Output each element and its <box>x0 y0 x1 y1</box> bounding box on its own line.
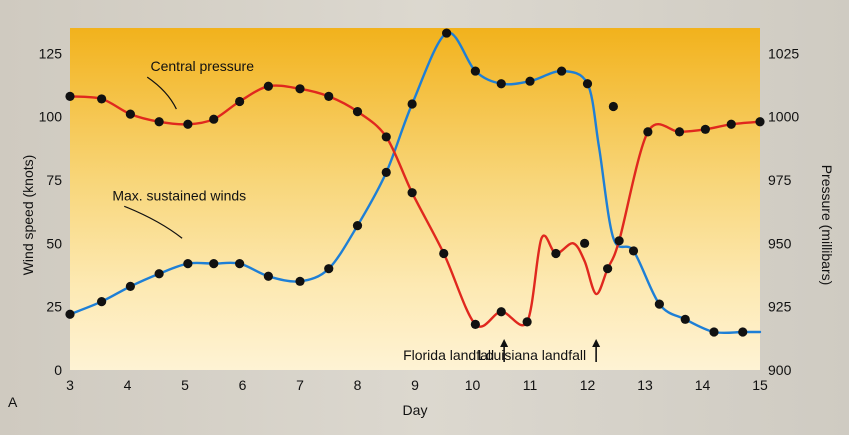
landfall-label: Florida landfall <box>403 347 494 363</box>
max-sustained-winds-point <box>738 327 748 337</box>
y-right-tick-label: 900 <box>768 362 792 378</box>
x-tick-label: 15 <box>752 377 768 393</box>
y-right-tick-label: 975 <box>768 172 792 188</box>
max-sustained-winds-point <box>470 66 480 76</box>
central-pressure-point <box>154 117 164 127</box>
central-pressure-point <box>580 238 590 248</box>
central-pressure-point <box>700 124 710 134</box>
y-right-tick-label: 1025 <box>768 45 799 61</box>
max-sustained-winds-point <box>352 221 363 231</box>
x-axis-title: Day <box>403 402 428 418</box>
central-pressure-point <box>755 117 765 127</box>
max-sustained-winds-point <box>557 66 567 76</box>
leader-line <box>146 76 177 110</box>
panel-label: A <box>8 394 18 410</box>
y-left-tick-label: 25 <box>46 299 62 315</box>
y-axis-right-title: Pressure (millibars) <box>819 165 835 286</box>
max-sustained-winds-point <box>209 259 219 269</box>
series-label-annotation: Central pressure <box>146 58 255 110</box>
x-tick-label: 9 <box>411 377 419 393</box>
x-tick-label: 8 <box>354 377 362 393</box>
max-sustained-winds-point <box>295 276 305 286</box>
max-sustained-winds-point <box>97 297 107 307</box>
max-sustained-winds-point <box>525 76 535 86</box>
max-sustained-winds-point <box>381 167 391 177</box>
central-pressure-point <box>603 264 613 274</box>
max-sustained-winds-point <box>442 28 452 38</box>
y-left-tick-label: 100 <box>39 109 63 125</box>
arrow-head-icon <box>592 339 601 347</box>
central-pressure-point <box>183 119 193 129</box>
series-layer <box>65 28 765 337</box>
central-pressure-point <box>65 91 75 101</box>
arrow-head-icon <box>500 339 509 347</box>
landfall-label: Louisiana landfall <box>478 347 586 363</box>
central-pressure-point <box>674 127 685 137</box>
x-tick-label: 12 <box>580 377 596 393</box>
y-left-tick-label: 0 <box>54 362 62 378</box>
x-tick-label: 7 <box>296 377 304 393</box>
max-sustained-winds-point <box>582 79 593 89</box>
max-sustained-winds-point <box>608 101 618 112</box>
x-tick-label: 6 <box>239 377 247 393</box>
max-sustained-winds-point <box>154 269 164 279</box>
central-pressure-point <box>551 248 561 259</box>
series-label-annotation: Max. sustained winds <box>112 187 246 239</box>
central-pressure-point <box>263 81 273 91</box>
max-sustained-winds-point <box>183 259 193 269</box>
max-sustained-winds-point <box>496 79 506 89</box>
central-pressure-point <box>352 107 363 117</box>
central-pressure-point <box>726 119 736 129</box>
max-sustained-winds-point <box>680 314 690 324</box>
series-label: Max. sustained winds <box>112 187 246 203</box>
central-pressure-point <box>496 307 506 317</box>
max-sustained-winds-point <box>628 246 639 256</box>
central-pressure-point <box>209 114 219 124</box>
y-axis-left-title: Wind speed (knots) <box>20 155 36 276</box>
landfall-annotation: Florida landfall <box>403 339 509 363</box>
leader-line <box>124 205 183 239</box>
y-right-tick-label: 950 <box>768 235 792 251</box>
central-pressure-point <box>295 84 305 94</box>
central-pressure-point <box>97 94 107 104</box>
x-tick-label: 14 <box>695 377 711 393</box>
central-pressure-point <box>614 236 624 246</box>
axes-layer: 0 25 50 75 100 125 900 925 950 975 1000 1025 3 4 5 6 7 8 9… <box>39 45 800 393</box>
annotation-layer: Central pressure Max. sustained winds Flor… <box>112 58 601 363</box>
max-sustained-winds-point <box>235 259 245 269</box>
x-tick-label: 3 <box>66 377 74 393</box>
max-sustained-winds-point <box>324 264 334 274</box>
x-tick-label: 11 <box>523 377 538 393</box>
central-pressure-point <box>439 248 449 259</box>
max-sustained-winds-point <box>263 271 273 281</box>
y-right-tick-label: 1000 <box>768 109 799 125</box>
max-sustained-winds-point <box>654 299 664 309</box>
landfall-annotation: Louisiana landfall <box>478 339 601 363</box>
max-sustained-winds-point <box>125 281 135 291</box>
central-pressure-point <box>324 91 334 101</box>
max-sustained-winds-point <box>65 309 75 319</box>
central-pressure-point <box>470 319 480 329</box>
max-sustained-winds-point <box>709 327 719 337</box>
max-sustained-winds-point <box>407 99 417 109</box>
y-left-tick-label: 50 <box>46 235 62 251</box>
x-tick-label: 4 <box>124 377 132 393</box>
y-left-tick-label: 125 <box>39 45 63 61</box>
central-pressure-point <box>125 109 135 119</box>
y-left-tick-label: 75 <box>46 172 62 188</box>
x-tick-label: 5 <box>181 377 189 393</box>
central-pressure-point <box>407 188 417 198</box>
y-right-tick-label: 925 <box>768 299 792 315</box>
central-pressure-point <box>643 127 653 137</box>
central-pressure-point <box>235 96 245 107</box>
central-pressure-point <box>381 132 391 142</box>
central-pressure-point <box>522 317 532 327</box>
series-label: Central pressure <box>151 58 255 74</box>
x-tick-label: 13 <box>637 377 653 393</box>
x-tick-label: 10 <box>465 377 481 393</box>
